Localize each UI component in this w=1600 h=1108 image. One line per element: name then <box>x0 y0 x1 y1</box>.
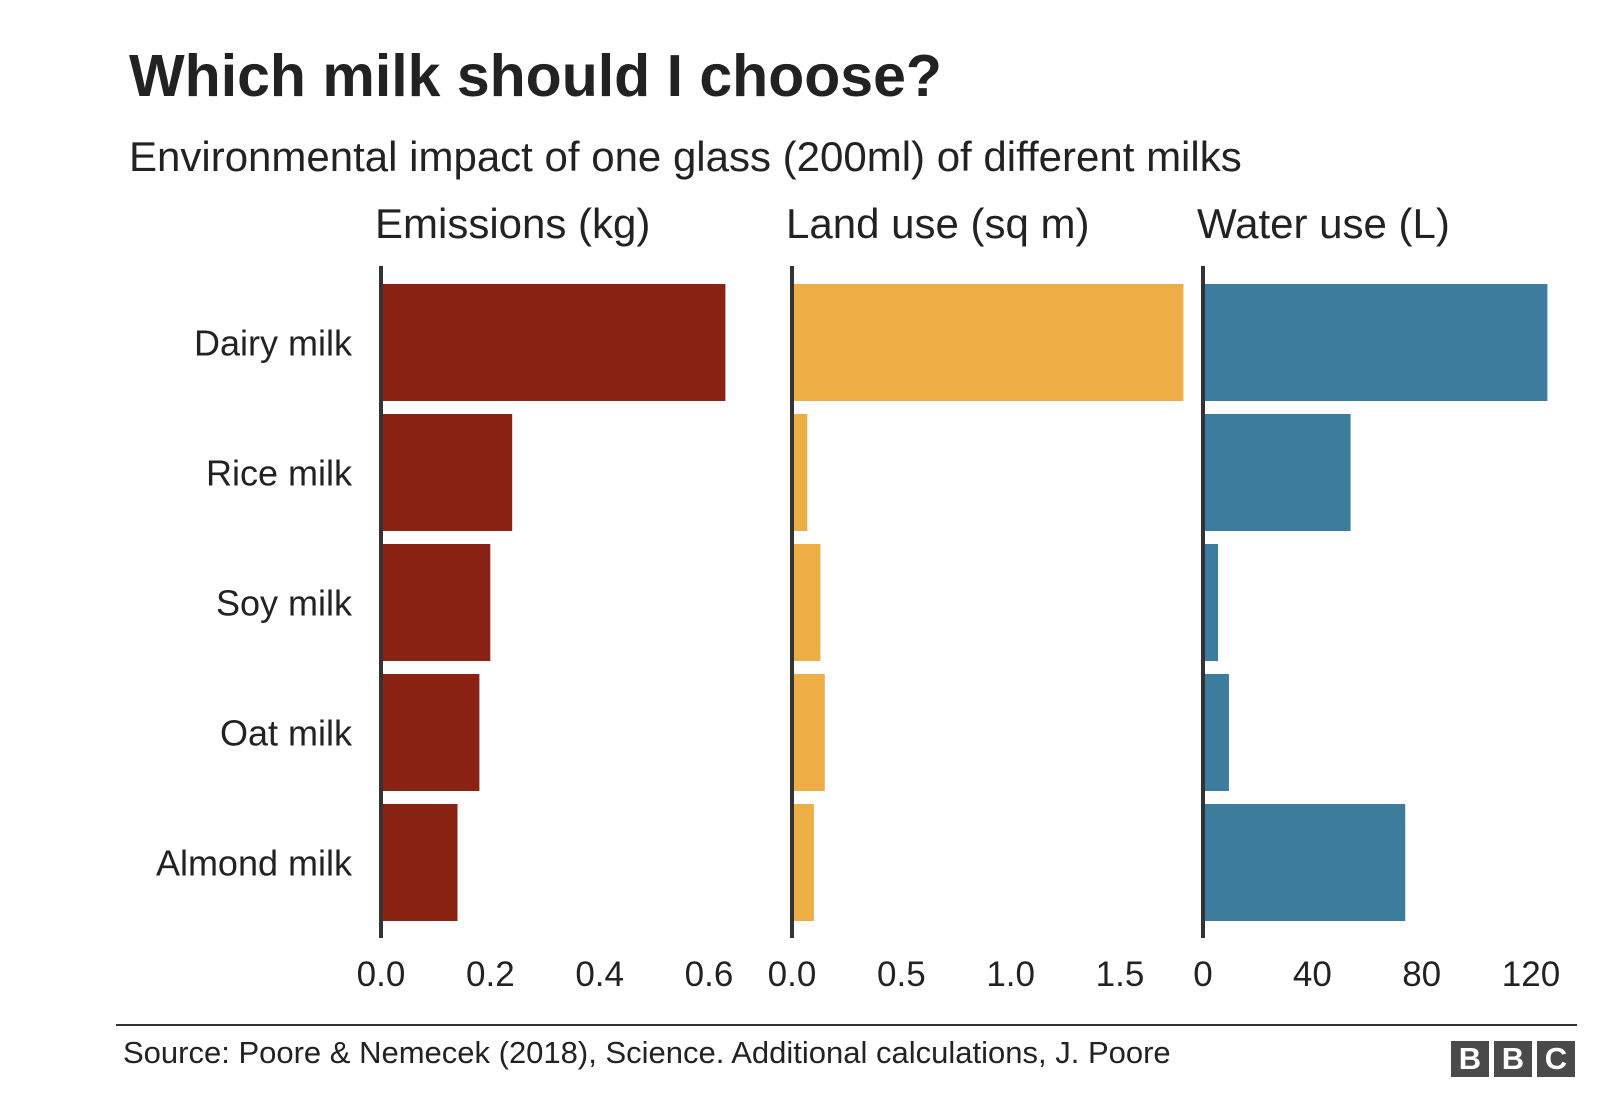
bar-dairy-milk <box>1203 284 1548 401</box>
footer-divider <box>116 1024 1577 1026</box>
category-label: Soy milk <box>216 583 353 624</box>
category-label: Rice milk <box>206 453 353 494</box>
bbc-logo-letter: B <box>1451 1041 1489 1077</box>
panel-title: Land use (sq m) <box>786 200 1089 247</box>
x-tick-label: 1.0 <box>986 955 1035 994</box>
x-tick-label: 0.6 <box>685 955 734 994</box>
category-label: Dairy milk <box>194 323 353 364</box>
bbc-logo-letter: B <box>1494 1041 1532 1077</box>
bar-almond-milk <box>792 804 814 921</box>
panel-title: Water use (L) <box>1197 200 1450 247</box>
bar-rice-milk <box>381 414 513 531</box>
bar-almond-milk <box>1203 804 1406 921</box>
x-tick-label: 120 <box>1502 955 1560 994</box>
x-tick-label: 1.5 <box>1096 955 1145 994</box>
category-label: Oat milk <box>220 713 353 754</box>
bbc-logo-letter: C <box>1537 1041 1575 1077</box>
bar-soy-milk <box>1203 544 1219 661</box>
x-tick-label: 40 <box>1293 955 1332 994</box>
bar-dairy-milk <box>792 284 1184 401</box>
x-tick-label: 0 <box>1193 955 1212 994</box>
bbc-logo: B B C <box>1451 1041 1575 1077</box>
bar-oat-milk <box>1203 674 1229 791</box>
chart-panel-2: Land use (sq m) 0.0 0.5 1.0 1.5 <box>768 200 1184 994</box>
x-tick-label: 0.0 <box>768 955 817 994</box>
chart-panel-1: Emissions (kg) 0.0 0.2 0.4 0.6 <box>357 200 734 994</box>
bar-rice-milk <box>1203 414 1351 531</box>
x-tick-label: 0.2 <box>466 955 515 994</box>
chart-panel-3: Water use (L) 0 40 80 120 <box>1193 200 1560 994</box>
source-note: Source: Poore & Nemecek (2018), Science.… <box>123 1035 1171 1070</box>
x-tick-label: 0.5 <box>877 955 926 994</box>
bar-dairy-milk <box>381 284 726 401</box>
x-tick-label: 0.4 <box>575 955 624 994</box>
bar-oat-milk <box>792 674 825 791</box>
chart-title: Which milk should I choose? <box>129 43 942 109</box>
panel-title: Emissions (kg) <box>375 200 650 247</box>
x-tick-label: 0.0 <box>357 955 406 994</box>
bar-almond-milk <box>381 804 458 921</box>
bar-oat-milk <box>381 674 480 791</box>
chart-subtitle: Environmental impact of one glass (200ml… <box>129 133 1242 180</box>
bar-rice-milk <box>792 414 808 531</box>
category-label: Almond milk <box>156 843 353 884</box>
bar-soy-milk <box>792 544 821 661</box>
bar-soy-milk <box>381 544 491 661</box>
x-tick-label: 80 <box>1402 955 1441 994</box>
